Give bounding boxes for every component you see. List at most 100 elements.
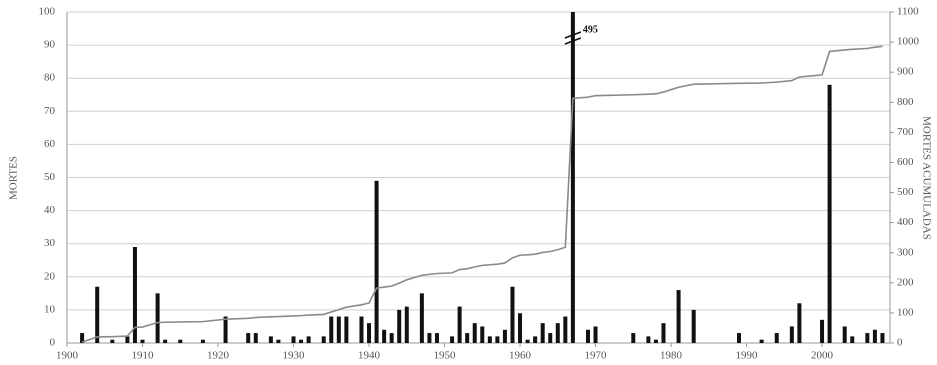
- bar: [374, 180, 379, 343]
- bar: [299, 339, 304, 343]
- bar: [389, 333, 394, 343]
- bar: [502, 329, 507, 343]
- bar: [329, 316, 334, 343]
- bar: [276, 339, 281, 343]
- y2-tick-label: 1100: [897, 6, 919, 18]
- bar: [382, 329, 387, 343]
- y-tick-label: 60: [44, 138, 56, 150]
- y2-tick-label: 400: [897, 216, 914, 228]
- bar: [457, 306, 462, 343]
- bar: [110, 339, 115, 343]
- bar: [472, 323, 477, 343]
- bar: [850, 336, 855, 343]
- x-tick-label: 1910: [132, 350, 155, 362]
- bar: [140, 339, 145, 343]
- bar: [419, 293, 424, 343]
- y2-tick-label: 100: [897, 306, 914, 318]
- y-tick-label: 40: [44, 204, 56, 216]
- bar: [759, 339, 764, 343]
- bar: [827, 84, 832, 343]
- y2-tick-label: 200: [897, 276, 914, 288]
- bar: [525, 339, 530, 343]
- x-tick-label: 1900: [56, 350, 79, 362]
- x-tick-label: 1970: [585, 350, 608, 362]
- y-tick-label: 30: [44, 237, 56, 249]
- value-label: 495: [583, 24, 598, 35]
- y-tick-label: 50: [44, 171, 56, 183]
- x-tick-label: 1930: [283, 350, 306, 362]
- bar: [548, 333, 553, 343]
- cumulative-line: [81, 45, 883, 343]
- bar: [646, 336, 651, 343]
- bar: [450, 336, 455, 343]
- y2-tick-label: 600: [897, 156, 914, 168]
- x-tick-label: 1920: [207, 350, 230, 362]
- bar: [132, 247, 137, 343]
- bar: [691, 309, 696, 343]
- y2-tick-label: 1000: [897, 36, 920, 48]
- bar: [872, 329, 877, 343]
- bar: [80, 333, 85, 343]
- y2-tick-label: 900: [897, 66, 914, 78]
- y-tick-label: 10: [44, 303, 56, 315]
- y2-tick-label: 700: [897, 126, 914, 138]
- bar: [268, 336, 273, 343]
- bar: [570, 12, 575, 343]
- bar: [631, 333, 636, 343]
- y-tick-label: 80: [44, 72, 56, 84]
- bar: [653, 339, 658, 343]
- bar: [593, 326, 598, 343]
- bar: [797, 303, 802, 343]
- bar: [880, 333, 885, 343]
- bar: [404, 306, 409, 343]
- bar: [178, 339, 183, 343]
- y2-tick-label: 0: [897, 337, 903, 349]
- bar: [246, 333, 251, 343]
- bar: [540, 323, 545, 343]
- y-axis-title: MORTES: [8, 156, 20, 200]
- bar: [163, 339, 168, 343]
- x-tick-label: 2000: [811, 350, 834, 362]
- bar: [676, 290, 681, 343]
- bar: [480, 326, 485, 343]
- bar: [563, 316, 568, 343]
- bar: [518, 313, 523, 343]
- bar: [510, 286, 515, 343]
- bar: [774, 333, 779, 343]
- y2-tick-label: 300: [897, 246, 914, 258]
- bar: [336, 316, 341, 343]
- bar: [253, 333, 258, 343]
- y-tick-label: 100: [39, 6, 56, 18]
- x-tick-label: 1960: [509, 350, 532, 362]
- bar: [434, 333, 439, 343]
- bar: [465, 333, 470, 343]
- y2-tick-label: 800: [897, 96, 914, 108]
- bar: [359, 316, 364, 343]
- bar: [585, 329, 590, 343]
- bar: [95, 286, 100, 343]
- bar: [865, 333, 870, 343]
- x-tick-label: 1990: [736, 350, 759, 362]
- y-tick-label: 20: [44, 270, 56, 282]
- bar: [495, 336, 500, 343]
- bar: [321, 336, 326, 343]
- bar: [842, 326, 847, 343]
- bar: [789, 326, 794, 343]
- bar: [223, 316, 228, 343]
- bar: [487, 336, 492, 343]
- x-tick-label: 1950: [434, 350, 457, 362]
- bar: [533, 336, 538, 343]
- axis-break: [564, 31, 582, 45]
- bar: [820, 319, 825, 343]
- y-tick-label: 70: [44, 105, 56, 117]
- bar: [427, 333, 432, 343]
- bar: [155, 293, 160, 343]
- x-tick-label: 1940: [358, 350, 381, 362]
- x-tick-label: 1980: [660, 350, 683, 362]
- bar: [367, 323, 372, 343]
- y-tick-label: 0: [50, 337, 56, 349]
- bar: [125, 336, 130, 343]
- bar: [661, 323, 666, 343]
- bar: [344, 316, 349, 343]
